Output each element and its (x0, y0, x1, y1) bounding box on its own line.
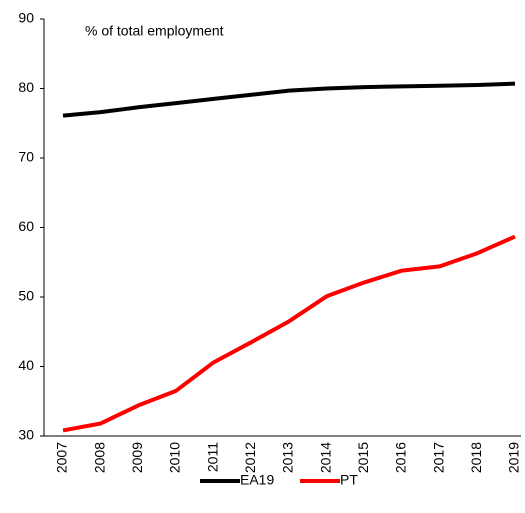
x-tick-label: 2008 (91, 442, 107, 473)
y-tick-label: 80 (18, 79, 34, 95)
x-tick-label: 2016 (393, 442, 409, 473)
x-tick-label: 2012 (242, 442, 258, 473)
y-tick-label: 50 (18, 288, 34, 304)
x-tick-label: 2014 (317, 442, 333, 473)
legend-label: PT (340, 472, 358, 488)
y-tick-label: 30 (18, 427, 34, 443)
x-tick-label: 2015 (355, 442, 371, 473)
y-tick-label: 70 (18, 149, 34, 165)
x-tick-label: 2011 (204, 442, 220, 472)
series-line (62, 81, 516, 118)
x-tick-label: 2007 (54, 442, 70, 473)
x-tick-label: 2017 (430, 442, 446, 473)
y-tick-label: 40 (18, 357, 34, 373)
series-line (62, 234, 516, 433)
x-tick-label: 2019 (506, 442, 522, 473)
y-tick-label: 90 (18, 10, 34, 26)
x-tick-label: 2018 (468, 442, 484, 473)
x-tick-label: 2010 (167, 442, 183, 473)
legend-label: EA19 (240, 472, 274, 488)
x-tick-label: 2009 (129, 442, 145, 473)
y-tick-label: 60 (18, 218, 34, 234)
x-tick-label: 2013 (280, 442, 296, 473)
annotation: % of total employment (85, 23, 224, 39)
